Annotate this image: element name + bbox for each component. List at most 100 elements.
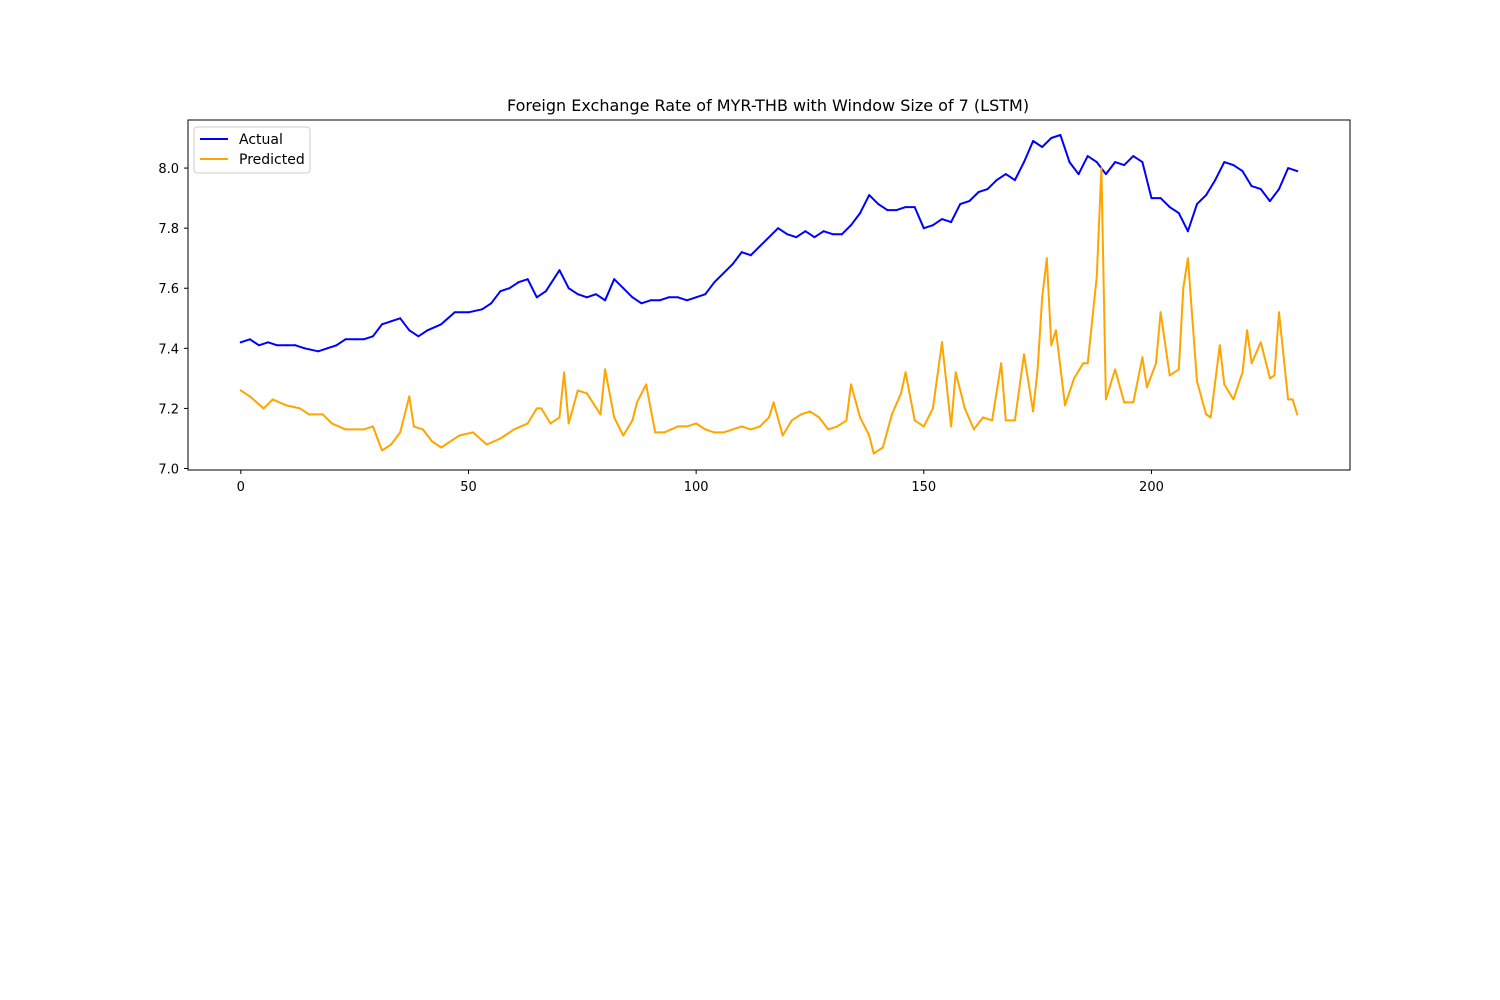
data-point-predicted bbox=[563, 371, 566, 374]
data-point-actual bbox=[1214, 179, 1217, 182]
data-point-actual bbox=[604, 299, 607, 302]
data-point-actual bbox=[749, 254, 752, 257]
data-point-actual bbox=[1196, 203, 1198, 206]
data-point-predicted bbox=[330, 422, 333, 425]
x-tick-label: 50 bbox=[460, 480, 477, 495]
data-point-actual bbox=[895, 209, 898, 212]
data-point-actual bbox=[1123, 164, 1126, 167]
data-point-predicted bbox=[458, 434, 461, 437]
data-point-predicted bbox=[676, 425, 679, 428]
data-point-actual bbox=[1223, 161, 1226, 164]
data-point-actual bbox=[695, 296, 698, 299]
data-point-actual bbox=[986, 188, 989, 191]
data-point-predicted bbox=[1223, 383, 1226, 386]
data-point-actual bbox=[613, 278, 616, 281]
data-point-actual bbox=[1177, 212, 1180, 215]
data-point-actual bbox=[859, 212, 862, 215]
data-point-predicted bbox=[758, 425, 761, 428]
data-point-actual bbox=[1004, 173, 1007, 176]
data-point-predicted bbox=[248, 395, 251, 398]
data-point-predicted bbox=[768, 416, 770, 419]
data-point-actual bbox=[758, 245, 761, 248]
data-point-actual bbox=[850, 224, 852, 227]
data-point-predicted bbox=[1168, 374, 1171, 377]
y-tick-label: 7.0 bbox=[158, 462, 179, 477]
data-point-predicted bbox=[535, 407, 538, 410]
data-point-actual bbox=[1259, 188, 1262, 191]
legend-label-actual: Actual bbox=[239, 132, 283, 148]
data-point-predicted bbox=[991, 419, 994, 422]
data-point-actual bbox=[1095, 161, 1098, 164]
data-point-predicted bbox=[931, 407, 934, 410]
data-point-predicted bbox=[271, 398, 274, 401]
series-line-actual bbox=[239, 134, 1299, 353]
data-point-actual bbox=[1032, 140, 1035, 142]
data-point-predicted bbox=[408, 395, 411, 398]
data-point-actual bbox=[1013, 179, 1016, 182]
data-point-predicted bbox=[890, 413, 893, 416]
data-point-actual bbox=[467, 311, 470, 314]
data-point-predicted bbox=[1095, 275, 1098, 278]
data-point-predicted bbox=[604, 368, 607, 371]
data-point-predicted bbox=[299, 407, 301, 410]
data-point-predicted bbox=[399, 431, 402, 434]
data-point-predicted bbox=[1196, 380, 1198, 383]
data-point-predicted bbox=[850, 383, 852, 386]
data-point-actual bbox=[1205, 194, 1208, 197]
data-point-predicted bbox=[1114, 368, 1117, 371]
data-point-predicted bbox=[982, 416, 984, 419]
legend: Actual Predicted bbox=[193, 126, 311, 174]
data-point-actual bbox=[904, 206, 907, 209]
data-point-predicted bbox=[790, 419, 793, 422]
data-point-predicted bbox=[872, 452, 875, 455]
data-point-actual bbox=[426, 329, 429, 332]
data-point-actual bbox=[1104, 173, 1107, 176]
data-point-actual bbox=[258, 344, 260, 347]
data-point-predicted bbox=[371, 425, 374, 428]
data-point-predicted bbox=[1123, 401, 1126, 404]
data-point-actual bbox=[804, 230, 807, 233]
x-tick-label: 200 bbox=[1139, 480, 1164, 495]
data-point-actual bbox=[453, 311, 456, 314]
data-point-predicted bbox=[499, 437, 502, 440]
data-point-actual bbox=[335, 344, 338, 347]
data-point-actual bbox=[567, 287, 570, 290]
data-point-predicted bbox=[1086, 362, 1089, 365]
data-point-actual bbox=[977, 191, 980, 194]
data-point-predicted bbox=[321, 413, 324, 416]
data-point-actual bbox=[686, 299, 688, 302]
data-point-predicted bbox=[1132, 401, 1135, 404]
data-point-actual bbox=[1041, 146, 1044, 148]
data-point-actual bbox=[1168, 206, 1171, 209]
data-point-actual bbox=[813, 236, 816, 239]
data-point-actual bbox=[913, 206, 916, 209]
data-point-actual bbox=[649, 299, 652, 302]
data-point-predicted bbox=[1045, 257, 1048, 260]
data-point-predicted bbox=[1032, 410, 1035, 413]
data-point-predicted bbox=[1041, 296, 1044, 299]
data-point-predicted bbox=[913, 419, 916, 422]
data-point-actual bbox=[481, 308, 484, 311]
data-point-predicted bbox=[239, 389, 242, 392]
data-point-predicted bbox=[1268, 377, 1271, 380]
y-tick-label: 7.2 bbox=[158, 402, 179, 417]
data-point-predicted bbox=[308, 413, 311, 416]
data-point-predicted bbox=[526, 422, 529, 425]
data-point-actual bbox=[1232, 164, 1235, 167]
data-point-actual bbox=[1268, 200, 1271, 203]
data-point-actual bbox=[1150, 197, 1153, 200]
data-point-predicted bbox=[540, 407, 543, 410]
data-point-actual bbox=[1159, 197, 1162, 200]
y-axis: 7.0 7.2 7.4 7.6 7.8 8.0 bbox=[158, 162, 188, 477]
data-point-predicted bbox=[1073, 377, 1076, 380]
data-point-predicted bbox=[1209, 416, 1212, 419]
data-point-predicted bbox=[900, 392, 902, 395]
data-point-predicted bbox=[1177, 368, 1180, 371]
data-point-predicted bbox=[1182, 287, 1185, 290]
data-point-predicted bbox=[636, 401, 638, 404]
data-point-actual bbox=[658, 299, 661, 302]
data-point-actual bbox=[285, 344, 288, 347]
data-point-predicted bbox=[431, 440, 434, 443]
data-point-predicted bbox=[1082, 362, 1085, 365]
data-point-predicted bbox=[881, 446, 884, 449]
